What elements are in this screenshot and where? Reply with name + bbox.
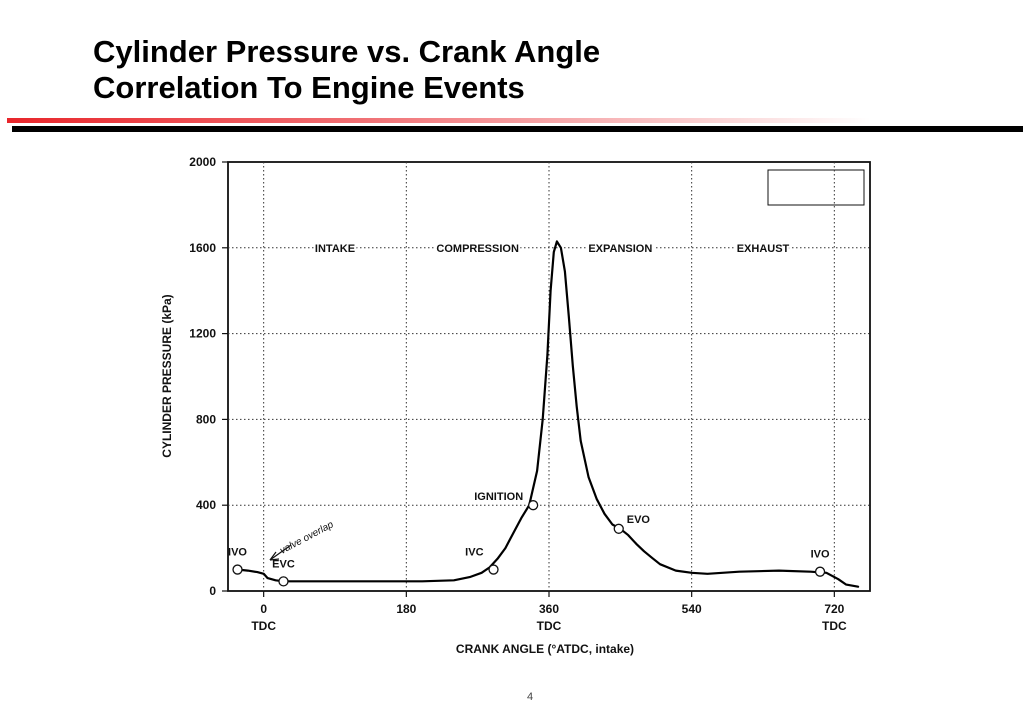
event-label: EVC (272, 558, 295, 570)
event-marker (278, 576, 289, 587)
x-tick-sublabel: TDC (251, 619, 276, 633)
slide-title-line-2: Correlation To Engine Events (93, 70, 525, 105)
event-label: IVC (465, 547, 483, 559)
x-tick-label: 360 (539, 602, 559, 616)
phase-label: EXHAUST (737, 243, 790, 255)
event-marker (527, 500, 539, 511)
y-tick-label: 1200 (189, 327, 216, 341)
phase-labels: INTAKE COMPRESSION EXPANSION EXHAUST (313, 241, 792, 257)
phase-label: INTAKE (315, 243, 355, 255)
event-label: IVO (228, 547, 247, 559)
phase-label: COMPRESSION (436, 243, 519, 255)
event-label: IVO (811, 549, 830, 561)
x-tick-sublabel: TDC (822, 619, 847, 633)
title-underline-black (12, 126, 1023, 132)
slide-title: Cylinder Pressure vs. Crank Angle Correl… (93, 34, 600, 106)
valve-overlap-arrowhead (269, 551, 280, 561)
event-marker (488, 564, 499, 575)
y-tick-label: 2000 (189, 155, 216, 169)
x-tick-label: 180 (396, 602, 416, 616)
event-label: IGNITION (474, 491, 523, 503)
legend-box (767, 169, 865, 206)
page-number: 4 (526, 691, 534, 703)
x-tick-label: 720 (824, 602, 844, 616)
pressure-curve (236, 240, 860, 588)
slide-title-line-1: Cylinder Pressure vs. Crank Angle (93, 34, 601, 69)
y-tick-label: 400 (196, 498, 216, 512)
engine-events: IVO EVC IVC IGNITION EVO IVO (228, 491, 830, 587)
title-underline-gradient (7, 118, 1023, 123)
event-marker (814, 566, 826, 577)
event-label: EVO (627, 514, 651, 526)
x-tick-label: 540 (682, 602, 702, 616)
event-marker (232, 564, 243, 575)
phase-label: EXPANSION (588, 243, 652, 255)
y-axis-label: CYLINDER PRESSURE (kPa) (160, 294, 174, 457)
x-tick-label: 0 (260, 602, 267, 616)
valve-overlap-annotation: valve overlap (269, 519, 336, 561)
series-layer (236, 240, 860, 588)
y-tick-label: 0 (209, 584, 216, 598)
valve-overlap-note: valve overlap (278, 519, 336, 557)
y-tick-label: 800 (196, 412, 216, 426)
x-axis-label: CRANK ANGLE (°ATDC, intake) (456, 642, 634, 656)
event-marker (613, 523, 624, 534)
axis-ticks: 0 400 800 1200 1600 2000 0 TDC 180 360 TDC 540 720 TD… (189, 155, 847, 633)
y-tick-label: 1600 (189, 241, 216, 255)
x-tick-sublabel: TDC (537, 619, 562, 633)
valve-overlap-arrow (269, 544, 292, 561)
